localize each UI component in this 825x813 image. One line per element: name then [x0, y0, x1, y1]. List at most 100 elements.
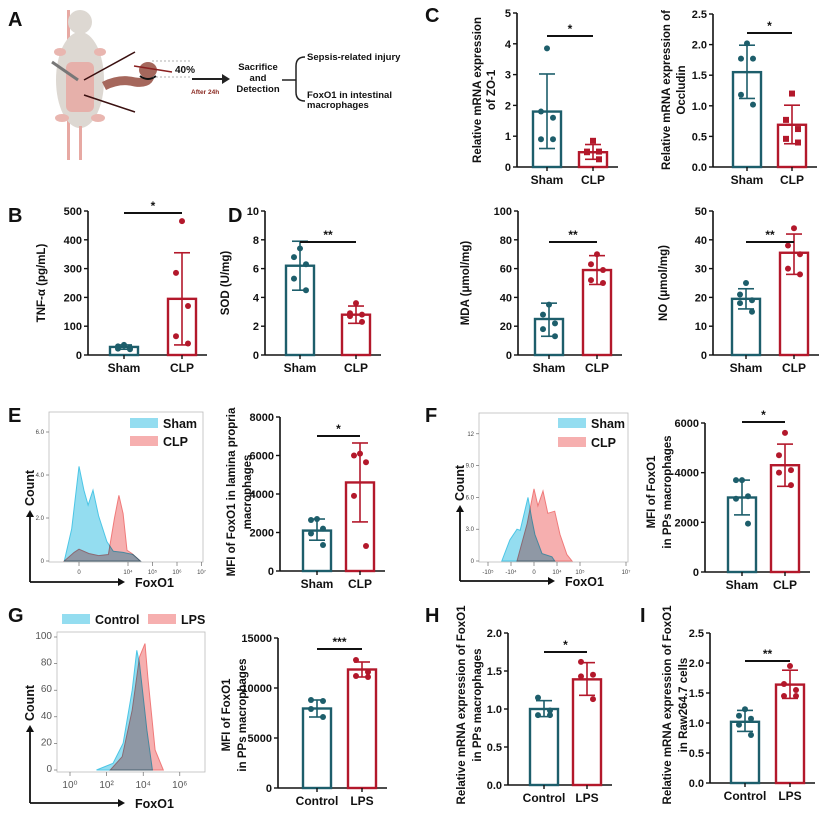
- x-tick-label: LPS: [350, 794, 373, 808]
- legend-swatch-sham: [558, 418, 586, 428]
- x-tick-label: 10⁴: [135, 780, 150, 791]
- histogram-clp: [62, 495, 142, 562]
- data-point: [776, 469, 782, 476]
- data-point: [540, 326, 546, 333]
- step-line-1: Sacrifice: [238, 62, 278, 73]
- x-tick-label: 10⁰: [62, 780, 77, 791]
- data-point: [357, 450, 363, 457]
- data-point: [185, 340, 191, 347]
- data-point: [308, 530, 314, 537]
- data-point: [173, 333, 179, 340]
- y-tick-label: 0: [693, 567, 699, 579]
- x-tick-label: CLP: [585, 361, 609, 375]
- data-point: [750, 101, 756, 108]
- x-tick-label: Sham: [731, 173, 764, 187]
- x-tick-label: Sham: [726, 578, 759, 592]
- legend-label-sham: Sham: [163, 417, 197, 431]
- legend-swatch-lps: [148, 614, 176, 624]
- bar-control: [528, 707, 560, 787]
- y-tick-label: 80: [41, 658, 53, 669]
- significance-label: *: [767, 19, 772, 33]
- x-tick-label: 10⁴: [123, 569, 133, 576]
- y-tick-label: 2.0: [692, 40, 707, 52]
- data-point: [785, 242, 791, 249]
- data-point: [584, 149, 590, 156]
- arrow-head-icon: [222, 74, 230, 84]
- histogram-clp: [516, 488, 574, 562]
- legend-swatch-clp: [558, 437, 586, 447]
- y-tick-label: 1.0: [689, 718, 704, 730]
- x-tick-label: Sham: [284, 361, 317, 375]
- x-tick-label: -10⁵: [482, 569, 494, 576]
- y-tick-label: 2.0: [36, 516, 45, 522]
- data-point: [787, 663, 793, 669]
- y-tick-label: 0.5: [689, 748, 704, 760]
- y-axis-label: Relative mRNA expression of: [661, 10, 673, 170]
- x-tick-label: CLP: [170, 361, 194, 375]
- data-point: [596, 148, 602, 155]
- y-tick-label: 60: [500, 264, 512, 276]
- x-tick-label: CLP: [348, 577, 372, 591]
- x-tick-label: CLP: [780, 173, 804, 187]
- data-point: [781, 693, 787, 699]
- x-tick-label: LPS: [778, 789, 801, 803]
- y-tick-label: 6.0: [36, 430, 45, 436]
- y-tick-label: 80: [500, 235, 512, 247]
- y-tick-label: 0: [268, 566, 274, 578]
- y-tick-label: 0: [253, 350, 259, 362]
- x-tick-label: 10⁷: [622, 569, 631, 576]
- histogram-sham: [63, 466, 142, 562]
- data-point: [353, 300, 359, 307]
- y-tick-label: 10: [247, 206, 259, 218]
- panel-label-i: I: [640, 605, 646, 627]
- count-label: Count: [23, 469, 37, 506]
- significance-label: *: [151, 199, 156, 213]
- bar-lps: [346, 668, 378, 790]
- y-tick-label: 3.0: [466, 527, 475, 533]
- panel-label-c: C: [425, 5, 439, 27]
- y-tick-label: 4: [505, 39, 512, 51]
- panel-letters: A B C D E F G H I: [8, 5, 646, 627]
- plot-frame: [48, 411, 204, 563]
- chart-g-11: 0 5000 10000 15000 MFI of FoxO1 in PPs macrop…: [221, 633, 387, 808]
- ligation-percent: 40%: [175, 65, 195, 76]
- y-tick-label: 6.0: [466, 495, 475, 501]
- y-tick-label: 8000: [250, 412, 274, 424]
- legend-swatch-clp: [130, 436, 158, 446]
- data-point: [748, 732, 754, 738]
- data-point: [351, 452, 357, 459]
- outcome-2-line-2: macrophages: [307, 100, 369, 111]
- y-axis-label: MDA (μmol/mg): [460, 241, 472, 326]
- data-point: [320, 714, 326, 720]
- data-point: [363, 459, 369, 466]
- data-point: [776, 452, 782, 459]
- x-tick-label: 10²: [99, 780, 114, 791]
- y-tick-label: 0: [506, 350, 512, 362]
- data-point: [781, 681, 787, 687]
- data-point: [359, 311, 365, 318]
- data-point: [596, 156, 602, 163]
- x-tick-label: LPS: [575, 791, 598, 805]
- y-tick-label: 0: [41, 559, 45, 565]
- data-point: [538, 136, 544, 143]
- y-tick-label: 8: [253, 235, 259, 247]
- x-tick-label: CLP: [581, 173, 605, 187]
- data-point: [547, 707, 553, 714]
- data-point: [737, 300, 743, 307]
- x-tick-label: -10⁴: [505, 569, 517, 576]
- panel-label-b: B: [8, 205, 22, 227]
- data-point: [783, 116, 789, 123]
- y-axis-label: TNF-α (pg/mL): [36, 244, 48, 323]
- y-axis-label: MFI of FoxO1 in lamina propria: [226, 407, 238, 576]
- y-tick-label: 20: [41, 737, 53, 748]
- step-line-3: Detection: [236, 84, 279, 95]
- chart-f-9: 0 2000 4000 6000 MFI of FoxO1 in PPs macropha…: [646, 408, 810, 592]
- data-point: [745, 493, 751, 500]
- chart-f-8: Sham CLP 0 3.0 6.0 9.0 12 -10⁵ -10⁴ 0 10⁴ 10⁵ 10⁷ Cou…: [453, 412, 631, 589]
- data-point: [552, 320, 558, 327]
- chart-g-10: Control LPS 0 20 40 60 80 100 10⁰ 10² 10⁴ 10⁶ Count F…: [23, 613, 206, 811]
- y-tick-label: 200: [64, 292, 82, 304]
- data-point: [320, 525, 326, 532]
- data-point: [314, 516, 320, 523]
- y-tick-label: 6000: [675, 418, 699, 430]
